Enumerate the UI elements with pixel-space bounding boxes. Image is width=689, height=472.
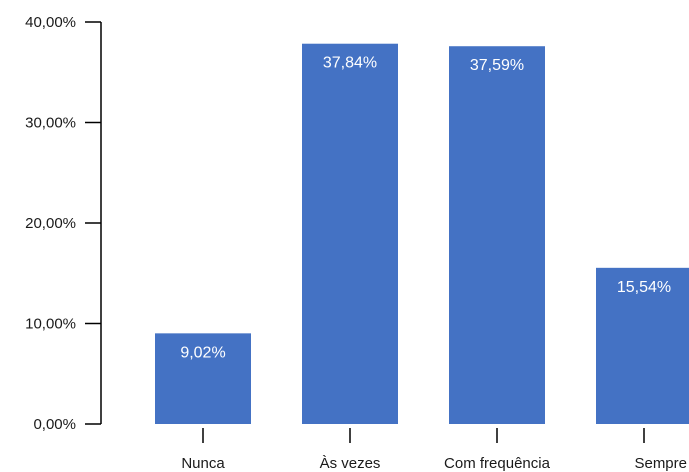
y-tick-label: 20,00% [25,215,76,232]
data-label: 37,59% [470,57,524,74]
bar-3 [596,267,689,424]
bars: 9,02% 37,84% 37,59% 15,54% [155,43,689,425]
y-tick-label: 30,00% [25,115,76,132]
y-tick-label: 40,00% [25,14,76,31]
y-tick-label: 0,00% [33,416,76,433]
data-label: 15,54% [617,279,671,296]
bar-1 [302,43,398,424]
x-tick-label: Nunca [181,455,225,472]
bar-2 [449,46,545,425]
x-tick-label: Sempre [634,455,687,472]
y-axis-ticks: 0,00% 10,00% 20,00% 30,00% 40,00% [25,14,101,433]
data-label: 37,84% [323,55,377,72]
data-label: 9,02% [180,344,225,361]
x-axis-ticks: Nunca Às vezes Com frequência Sempre [181,428,687,472]
x-tick-label: Com frequência [444,455,551,472]
y-tick-label: 10,00% [25,316,76,333]
bar-0 [155,333,251,424]
x-tick-label: Às vezes [320,455,381,472]
